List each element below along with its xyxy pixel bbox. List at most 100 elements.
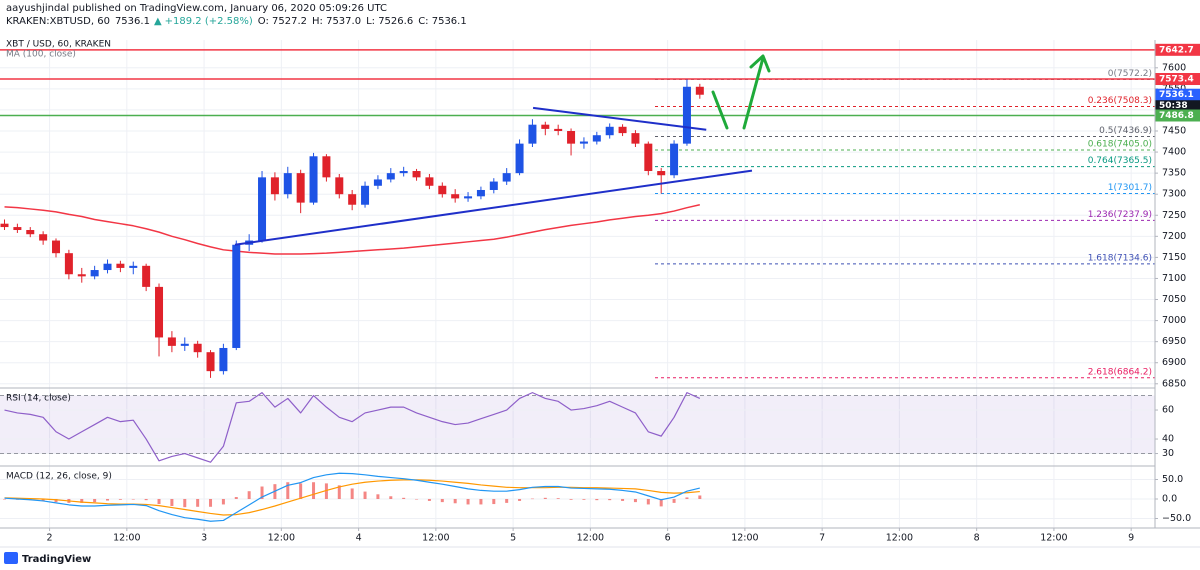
candle-body bbox=[296, 173, 305, 203]
histogram-bar bbox=[363, 491, 367, 499]
rsi-line bbox=[4, 392, 701, 463]
histogram-bar bbox=[530, 498, 534, 500]
histogram-bar bbox=[595, 498, 599, 501]
histogram-bar bbox=[247, 491, 251, 499]
histogram-bar bbox=[569, 498, 573, 500]
histogram-bar bbox=[350, 488, 354, 499]
fib-label: 0.764(7365.5) bbox=[1088, 156, 1152, 166]
histogram-bar bbox=[196, 498, 200, 507]
candle-body bbox=[206, 352, 215, 372]
price-tag bbox=[1155, 88, 1200, 101]
x-tick-label: 8 bbox=[974, 533, 980, 544]
y-tick-label: 7050 bbox=[1162, 294, 1186, 305]
y-tick-label: 7450 bbox=[1162, 126, 1186, 137]
y-tick-label: 30 bbox=[1162, 448, 1174, 459]
arrow bbox=[742, 56, 765, 130]
candle-body bbox=[502, 173, 511, 182]
arrow-head bbox=[749, 54, 771, 73]
x-tick-label: 12:00 bbox=[577, 533, 604, 544]
y-tick-label: 7250 bbox=[1162, 210, 1186, 221]
brand: TradingView bbox=[22, 554, 91, 565]
histogram-bar bbox=[221, 498, 225, 505]
y-tick-label: 7100 bbox=[1162, 273, 1186, 284]
countdown-tag bbox=[1155, 100, 1200, 112]
macd-title: MACD (12, 26, close, 9) bbox=[6, 472, 112, 482]
candle-body bbox=[399, 171, 408, 174]
x-tick-label: 6 bbox=[665, 533, 671, 544]
candle-body bbox=[155, 286, 164, 338]
quote-line: KRAKEN:XBTUSD, 60 7536.1 ▲ +189.2 (+2.58%) O… bbox=[6, 16, 467, 27]
candle-body bbox=[232, 244, 241, 348]
candle-body bbox=[605, 126, 614, 136]
candle-body bbox=[77, 274, 86, 277]
macd-line bbox=[4, 472, 700, 522]
x-tick-label: 12:00 bbox=[1040, 533, 1067, 544]
histogram-bar bbox=[144, 498, 148, 501]
x-tick-label: 7 bbox=[819, 533, 825, 544]
countdown: 50:38 bbox=[1159, 101, 1188, 111]
histogram-bar bbox=[698, 495, 702, 499]
y-tick-label: 7200 bbox=[1162, 231, 1186, 242]
price-tag-label: 7536.1 bbox=[1159, 90, 1194, 100]
author: aayushjindal published on TradingView.co… bbox=[6, 3, 387, 14]
x-tick-label: 4 bbox=[356, 533, 362, 544]
fib-label: 0.618(7405.0) bbox=[1088, 139, 1152, 149]
histogram-bar bbox=[324, 483, 328, 499]
close: C: 7536.1 bbox=[418, 16, 467, 27]
arrow-up: ▲ bbox=[154, 16, 162, 27]
x-tick-label: 12:00 bbox=[422, 533, 449, 544]
y-tick-label: −50.0 bbox=[1162, 513, 1191, 524]
candle-body bbox=[64, 253, 73, 275]
price-tag bbox=[1155, 109, 1200, 122]
trendline bbox=[234, 169, 753, 246]
y-tick-label: 7350 bbox=[1162, 168, 1186, 179]
histogram-bar bbox=[556, 498, 560, 499]
logo-icon bbox=[4, 552, 18, 564]
candle-body bbox=[322, 156, 331, 178]
histogram-bar bbox=[582, 498, 586, 500]
y-tick-label: 6900 bbox=[1162, 357, 1186, 368]
y-tick-label: 0.0 bbox=[1162, 493, 1177, 504]
price-tag-label: 7573.4 bbox=[1159, 75, 1194, 85]
histogram-bar bbox=[183, 498, 187, 508]
histogram-bar bbox=[106, 498, 110, 501]
price-tag-label: 7486.8 bbox=[1159, 111, 1194, 121]
histogram-bar bbox=[118, 498, 122, 500]
candle-body bbox=[657, 171, 666, 176]
candle-body bbox=[579, 141, 588, 144]
fib-label: 2.618(6864.2) bbox=[1088, 367, 1152, 377]
rsi-band bbox=[0, 395, 1155, 454]
histogram-bar bbox=[505, 498, 509, 503]
y-tick-label: 40 bbox=[1162, 434, 1174, 445]
candle-body bbox=[90, 270, 99, 277]
histogram-bar bbox=[54, 498, 58, 503]
histogram-bar bbox=[299, 483, 303, 499]
histogram-bar bbox=[440, 498, 444, 503]
price-tag bbox=[1155, 73, 1200, 86]
candle-body bbox=[476, 189, 485, 197]
histogram-bar bbox=[3, 498, 7, 500]
candle-body bbox=[116, 263, 125, 268]
candle-body bbox=[631, 133, 640, 144]
grid bbox=[0, 40, 1155, 528]
candle-body bbox=[193, 343, 202, 353]
x-tick-label: 12:00 bbox=[268, 533, 295, 544]
y-tick-label: 7150 bbox=[1162, 252, 1186, 263]
histogram-bar bbox=[376, 494, 380, 499]
x-tick-label: 12:00 bbox=[886, 533, 913, 544]
candle-body bbox=[348, 194, 357, 205]
high: H: 7537.0 bbox=[312, 16, 361, 27]
histogram-bar bbox=[543, 497, 547, 499]
candle-body bbox=[361, 185, 370, 205]
histogram-bar bbox=[286, 482, 290, 499]
candle-body bbox=[464, 196, 473, 199]
fib-label: 0(7572.2) bbox=[1108, 69, 1152, 79]
histogram-bar bbox=[402, 497, 406, 499]
candle-body bbox=[618, 126, 627, 134]
candle-body bbox=[258, 177, 267, 241]
candle-body bbox=[489, 181, 498, 190]
histogram-bar bbox=[170, 498, 174, 507]
x-tick-label: 2 bbox=[47, 533, 53, 544]
y-tick-label: 50.0 bbox=[1162, 474, 1183, 485]
